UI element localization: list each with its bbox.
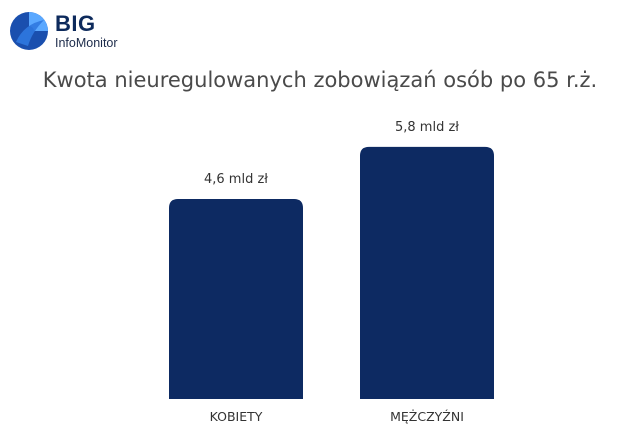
bar-kobiety xyxy=(169,199,303,399)
big-infomonitor-logo-icon xyxy=(10,12,48,50)
brand-subname: InfoMonitor xyxy=(55,35,118,50)
data-label: 5,8 mld zł xyxy=(395,120,459,135)
category-label: KOBIETY xyxy=(210,409,263,424)
chart-title: Kwota nieuregulowanych zobowiązań osób p… xyxy=(42,68,598,92)
brand-name: BIG xyxy=(55,10,96,36)
data-label: 4,6 mld zł xyxy=(204,172,268,187)
bar-mężczyźni xyxy=(360,146,494,399)
category-label: MĘŻCZYŹNI xyxy=(390,409,464,424)
brand-logo: BIG InfoMonitor xyxy=(10,12,118,50)
